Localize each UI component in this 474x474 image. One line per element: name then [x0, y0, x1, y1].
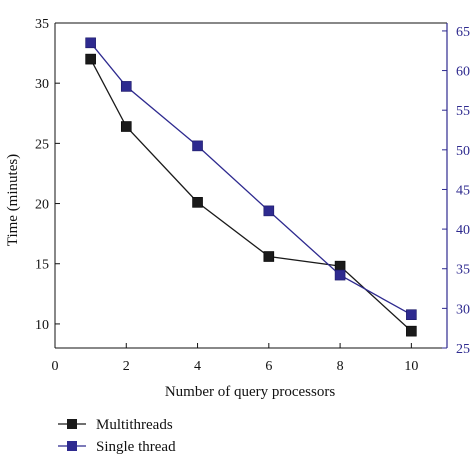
series-layer	[85, 37, 417, 337]
series-point-2	[263, 205, 275, 217]
series-point-2	[406, 309, 417, 321]
y-tick-label: 20	[35, 198, 49, 213]
y-axis-right: 25 30 35 40 45 50 55 60 65	[442, 25, 470, 357]
series-point-1	[406, 325, 417, 337]
series-point-1	[192, 197, 203, 208]
x-tick-label: 2	[123, 359, 130, 374]
series-point-1	[120, 121, 132, 132]
y-tick-label: 35	[35, 17, 49, 32]
y-tick-label: 15	[35, 258, 49, 273]
legend-marker-1	[67, 419, 77, 429]
series-point-1	[334, 260, 346, 272]
legend-marker-2	[67, 441, 77, 451]
y2-tick-label: 45	[456, 183, 470, 198]
y2-tick-label: 50	[456, 144, 470, 159]
plot-frame	[54, 22, 448, 349]
y2-tick-label: 60	[456, 65, 470, 80]
x-tick-label: 10	[404, 359, 418, 374]
x-axis-label: Number of query processors	[165, 384, 336, 400]
series-line-2	[90, 42, 412, 316]
series-point-2	[192, 140, 203, 152]
y2-tick-label: 35	[456, 263, 470, 278]
y2-tick-label: 25	[456, 342, 470, 357]
legend-label-2: Single thread	[96, 439, 176, 455]
y-tick-label: 25	[35, 137, 49, 152]
x-axis: 0 2 4 6 8 10	[52, 343, 418, 374]
series-point-1	[263, 251, 275, 262]
series-point-2	[334, 269, 346, 281]
y2-tick-label: 65	[456, 25, 470, 40]
series-point-2	[85, 37, 96, 49]
x-tick-label: 4	[194, 359, 201, 374]
y-axis-left: 10 15 20 25 30 35	[35, 17, 60, 333]
series-point-2	[120, 81, 132, 92]
y2-tick-label: 30	[456, 302, 470, 317]
series-line-1	[90, 58, 412, 332]
y2-tick-label: 55	[456, 104, 470, 119]
y-axis-label: Time (minutes)	[5, 154, 21, 246]
y-tick-label: 30	[35, 77, 49, 92]
y-tick-label: 10	[35, 318, 49, 333]
x-tick-label: 0	[52, 359, 59, 374]
series-point-1	[85, 53, 96, 65]
x-tick-label: 6	[265, 359, 272, 374]
y2-tick-label: 40	[456, 223, 470, 238]
x-tick-label: 8	[337, 359, 344, 374]
legend: Multithreads Single thread	[58, 417, 176, 455]
legend-label-1: Multithreads	[96, 417, 173, 433]
